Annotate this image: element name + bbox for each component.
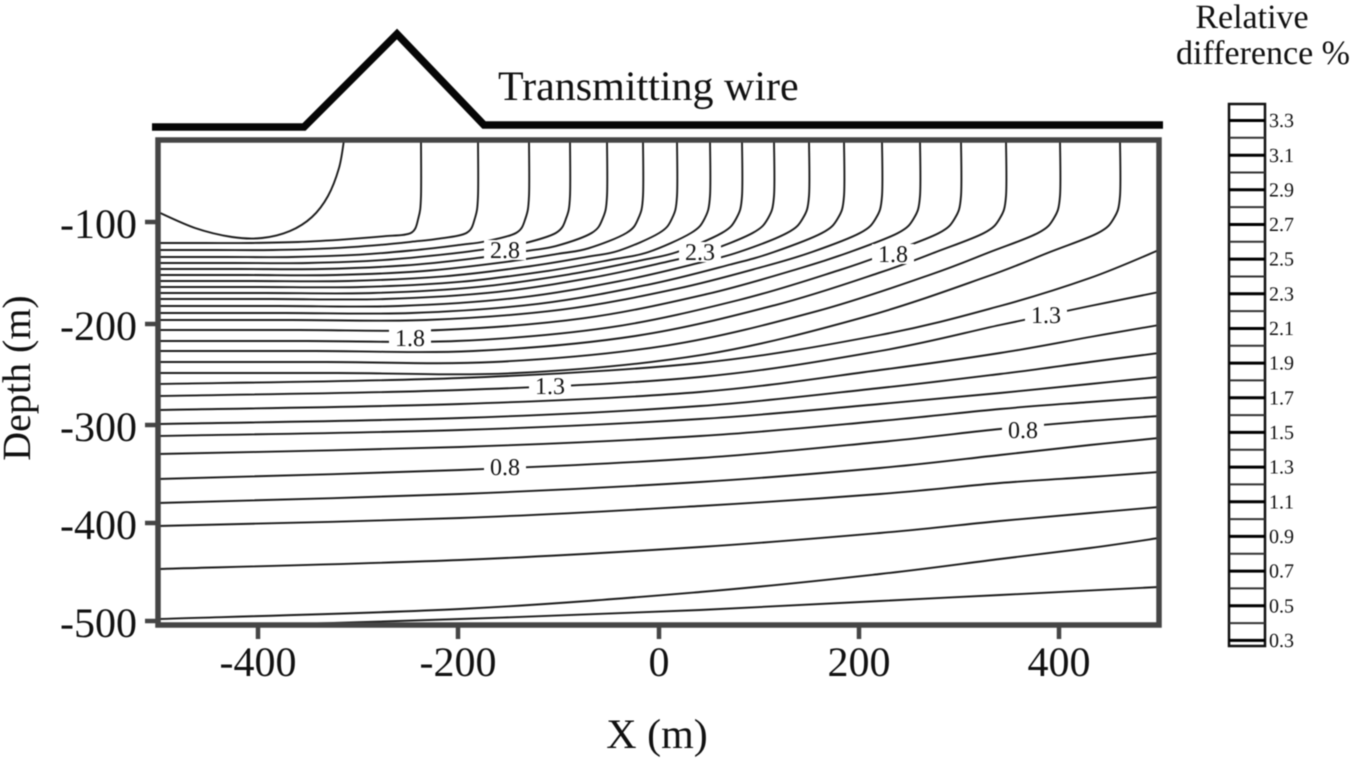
- svg-text:0.3: 0.3: [1269, 630, 1294, 652]
- svg-text:200: 200: [828, 640, 891, 686]
- svg-text:-400: -400: [60, 503, 137, 549]
- svg-text:Transmitting wire: Transmitting wire: [498, 64, 799, 110]
- svg-text:Depth (m): Depth (m): [0, 295, 39, 461]
- svg-text:0.5: 0.5: [1269, 595, 1294, 617]
- svg-text:1.7: 1.7: [1269, 387, 1294, 409]
- svg-text:2.3: 2.3: [1269, 283, 1294, 305]
- svg-text:3.3: 3.3: [1269, 110, 1294, 132]
- svg-text:-300: -300: [60, 405, 137, 451]
- svg-text:0.8: 0.8: [1008, 418, 1038, 444]
- svg-text:-200: -200: [420, 640, 497, 686]
- svg-text:X (m): X (m): [606, 712, 707, 758]
- svg-text:3.1: 3.1: [1269, 145, 1294, 167]
- svg-text:2.8: 2.8: [490, 238, 520, 264]
- svg-text:1.3: 1.3: [1269, 457, 1294, 479]
- svg-text:-400: -400: [220, 640, 297, 686]
- svg-text:0.9: 0.9: [1269, 526, 1294, 548]
- svg-text:1.9: 1.9: [1269, 353, 1294, 375]
- svg-text:2.1: 2.1: [1269, 318, 1294, 340]
- svg-text:0: 0: [649, 640, 670, 686]
- svg-text:Relative: Relative: [1195, 0, 1308, 36]
- svg-text:2.7: 2.7: [1269, 214, 1294, 236]
- svg-text:-500: -500: [60, 601, 137, 647]
- svg-text:1.3: 1.3: [1031, 303, 1061, 329]
- svg-text:0.7: 0.7: [1269, 561, 1294, 583]
- svg-text:2.3: 2.3: [685, 240, 715, 266]
- svg-text:-200: -200: [60, 304, 137, 350]
- svg-text:1.3: 1.3: [535, 374, 565, 400]
- svg-text:1.5: 1.5: [1269, 422, 1294, 444]
- svg-text:-100: -100: [60, 202, 137, 248]
- svg-text:1.1: 1.1: [1269, 491, 1294, 513]
- svg-text:2.9: 2.9: [1269, 179, 1294, 201]
- svg-text:1.8: 1.8: [878, 242, 908, 268]
- svg-text:1.8: 1.8: [395, 326, 425, 352]
- svg-text:2.5: 2.5: [1269, 249, 1294, 271]
- svg-text:difference %: difference %: [1176, 35, 1350, 72]
- svg-text:400: 400: [1028, 640, 1091, 686]
- svg-text:0.8: 0.8: [490, 455, 520, 481]
